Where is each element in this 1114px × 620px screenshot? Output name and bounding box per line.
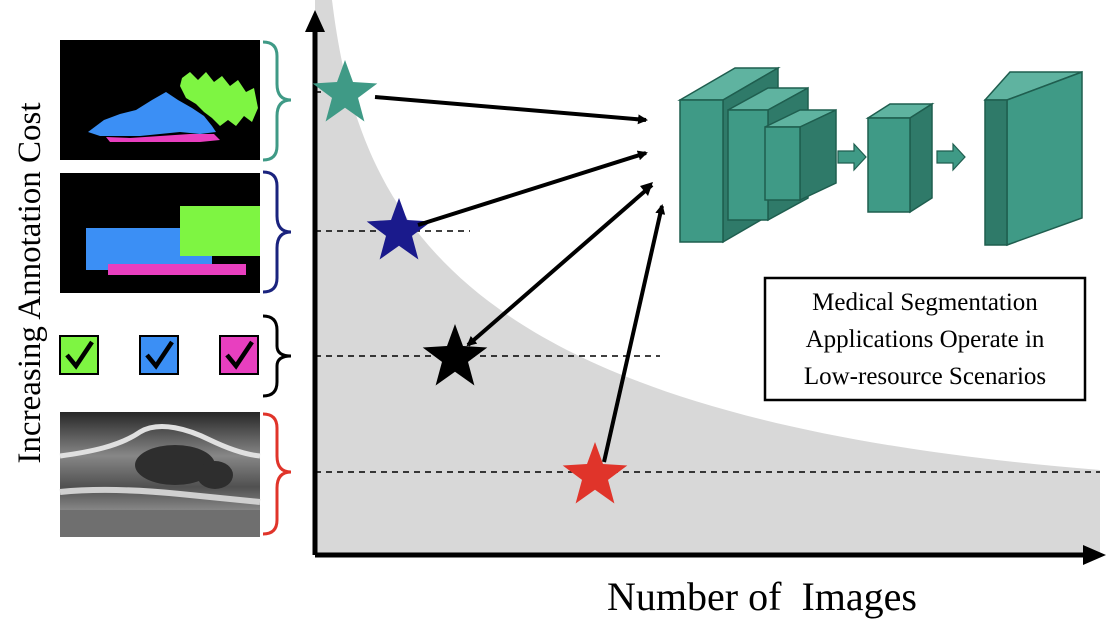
arrow-label-tail-head <box>640 182 653 196</box>
check-green-icon <box>59 335 99 375</box>
bracket-box <box>262 170 292 294</box>
pixel-mask-thumbnail <box>60 40 260 160</box>
check-blue-icon <box>139 335 179 375</box>
network-middle-block <box>865 102 935 214</box>
star-pixel-icon <box>312 60 378 122</box>
arrow-box-to-network <box>417 150 648 227</box>
star-unlabeled-icon <box>562 442 628 504</box>
x-axis-label: Number of Images <box>607 574 917 619</box>
arrow-pixel-to-network <box>374 95 648 125</box>
note-line-3: Low-resource Scenarios <box>804 363 1046 390</box>
network-output-block <box>983 70 1083 247</box>
image-label-checkboxes <box>59 335 259 375</box>
network-block-arrow-2 <box>936 142 966 172</box>
star-box-icon <box>366 198 432 260</box>
scenario-note: Medical Segmentation Applications Operat… <box>763 276 1087 402</box>
network-block-arrow-1 <box>837 142 867 172</box>
check-magenta-icon <box>219 335 259 375</box>
star-label-icon <box>422 324 488 386</box>
y-axis-label: Increasing Annotation Cost <box>12 102 48 463</box>
note-line-1: Medical Segmentation <box>812 289 1038 316</box>
bracket-unlabeled <box>262 412 292 536</box>
bracket-pixel <box>262 40 292 162</box>
cost-curve-area <box>315 0 1100 555</box>
x-axis-arrowhead <box>1083 545 1106 565</box>
unlabeled-oct-thumbnail <box>59 412 261 537</box>
bracket-label <box>262 314 292 398</box>
y-axis-arrowhead <box>305 10 325 32</box>
network-encoder-block-3 <box>764 108 837 202</box>
arrow-network-to-label <box>466 183 654 347</box>
bounding-box-thumbnail <box>60 173 260 293</box>
arrow-unlabeled-to-network <box>602 204 666 463</box>
note-line-2: Applications Operate in <box>806 326 1045 353</box>
